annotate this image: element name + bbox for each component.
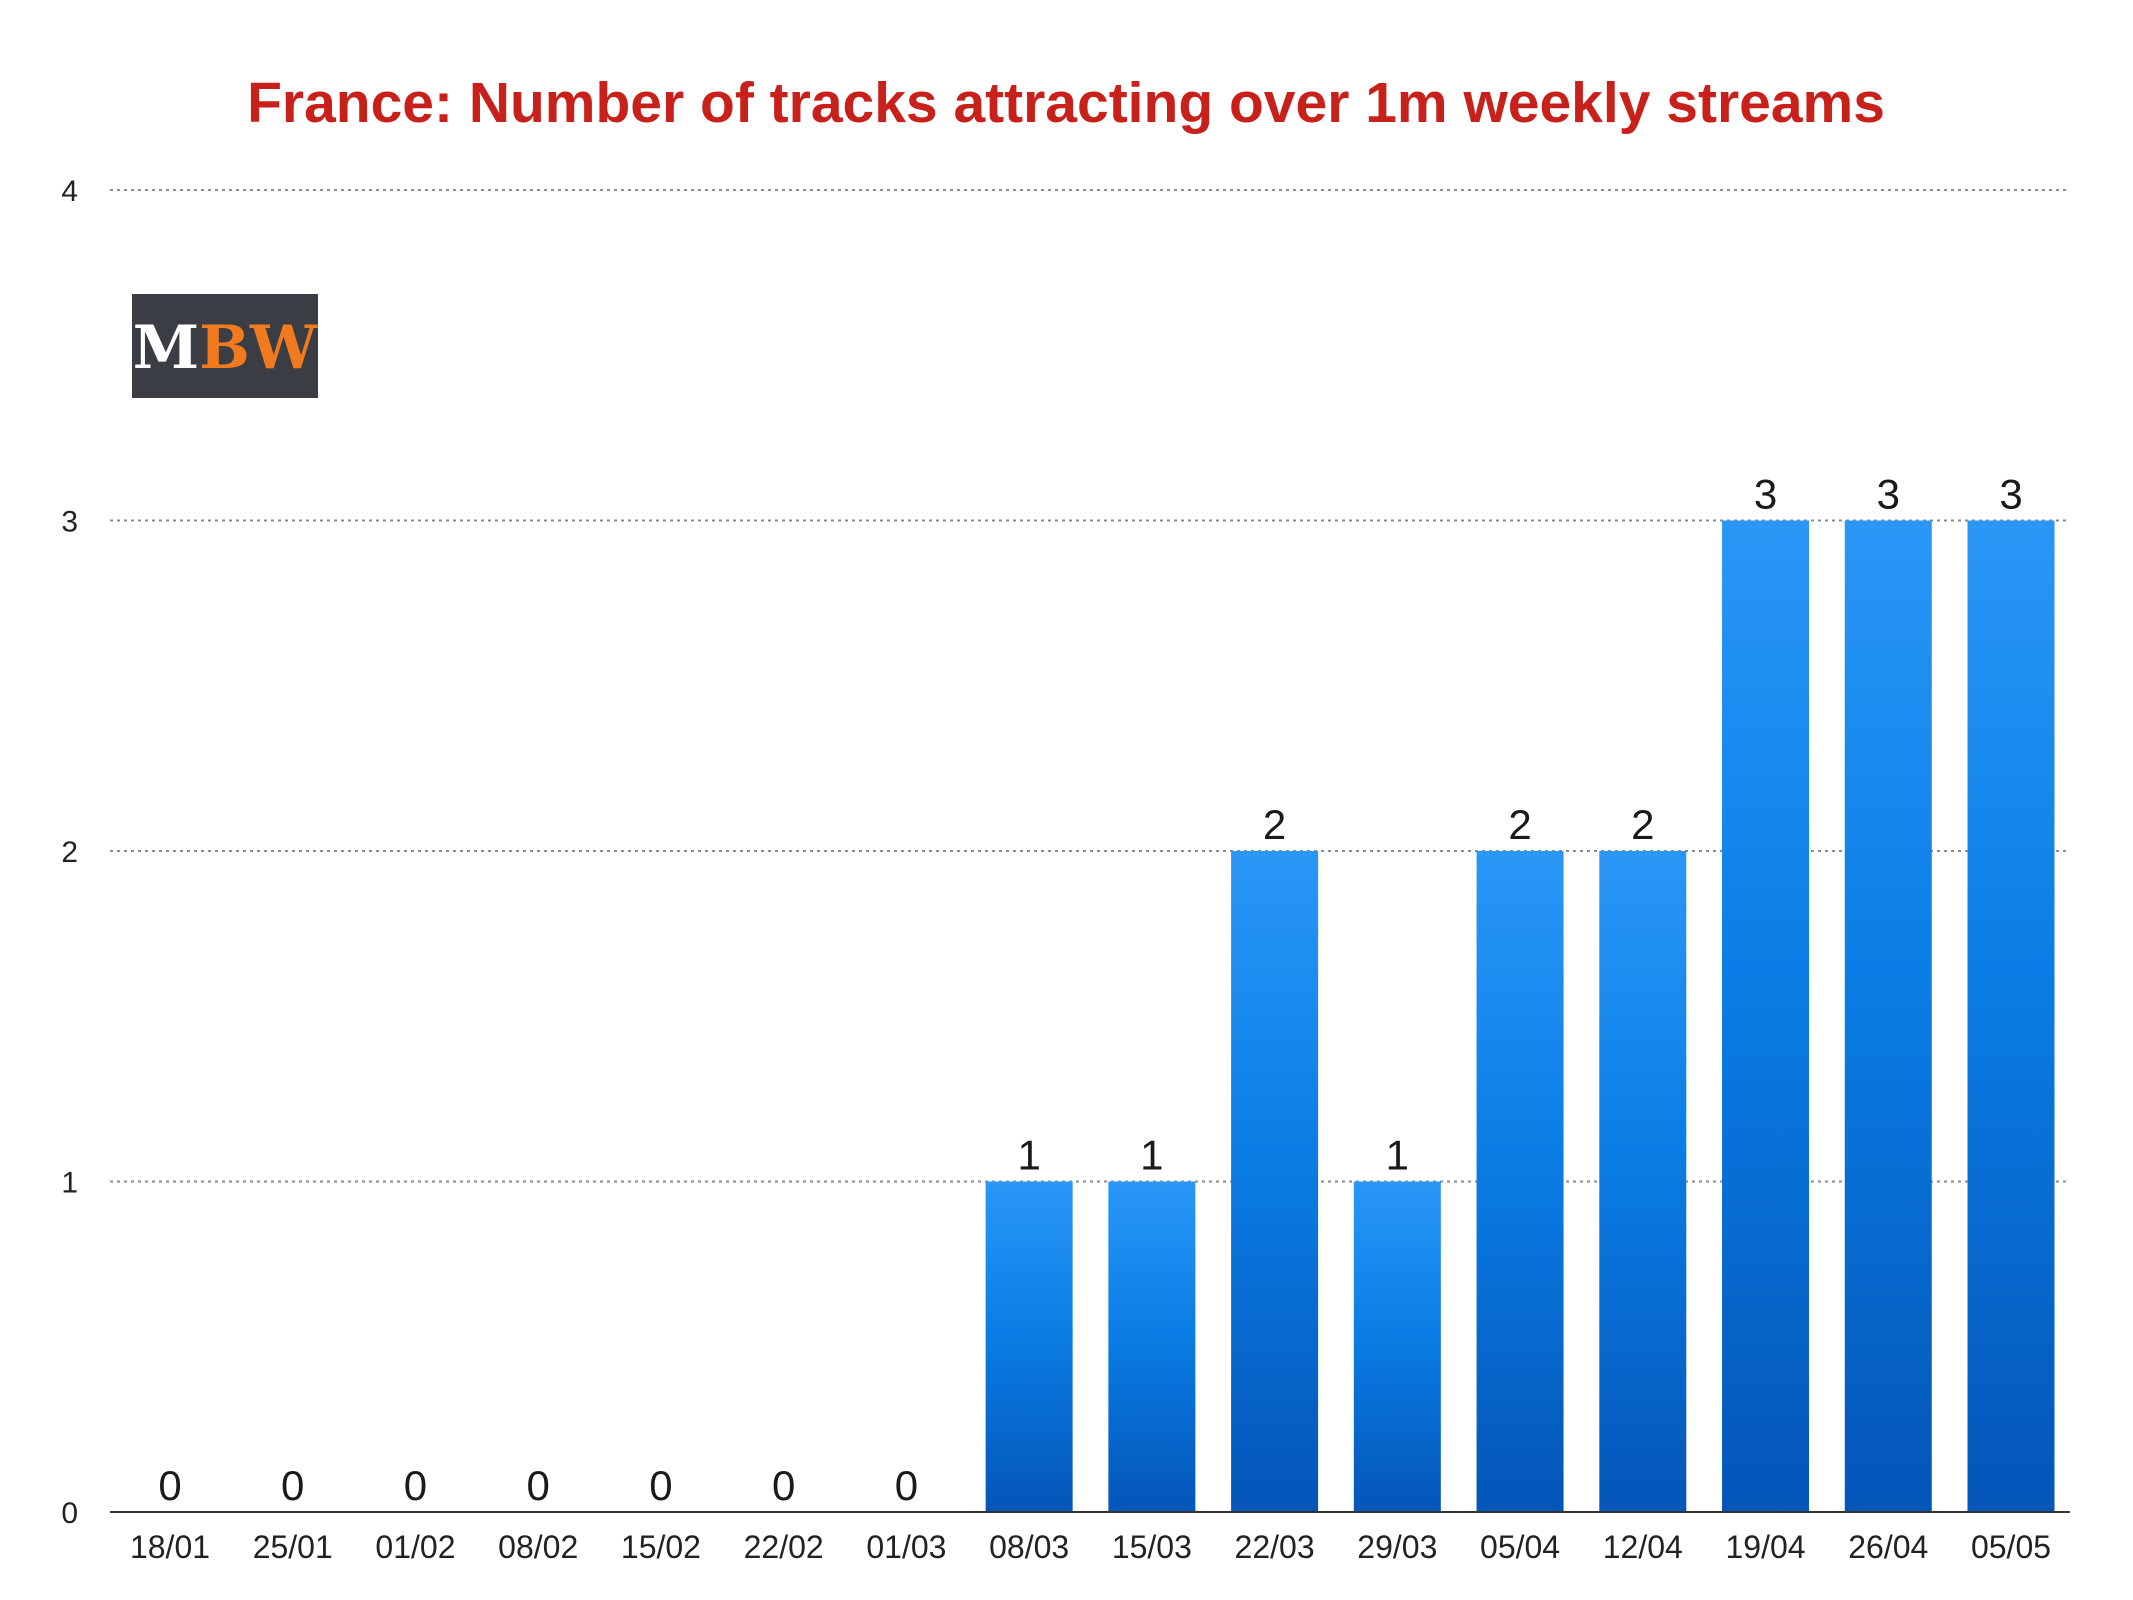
data-label: 3 (1754, 471, 1777, 518)
x-tick-label: 29/03 (1357, 1529, 1437, 1565)
y-tick-label: 0 (61, 1497, 78, 1530)
data-label: 1 (1386, 1132, 1409, 1179)
x-axis-tick-labels: 18/01 25/01 01/02 08/02 15/02 22/02 01/03 08/03… (130, 1529, 2051, 1565)
x-tick-label: 25/01 (253, 1529, 333, 1565)
x-tick-label: 18/01 (130, 1529, 210, 1565)
data-label: 0 (527, 1462, 550, 1509)
data-label: 0 (895, 1462, 918, 1509)
data-label: 0 (281, 1462, 304, 1509)
logo-text: MBW (133, 313, 319, 383)
bar (1353, 1181, 1441, 1512)
chart-title: France: Number of tracks attracting over… (247, 71, 1885, 135)
y-tick-label: 4 (61, 175, 78, 208)
logo-background (132, 294, 318, 398)
data-label: 2 (1631, 801, 1654, 848)
mbw-logo: MBW (132, 294, 319, 398)
bar (985, 1181, 1073, 1512)
x-tick-label: 05/04 (1480, 1529, 1560, 1565)
bar (1722, 520, 1810, 1512)
data-label: 0 (649, 1462, 672, 1509)
data-label: 1 (1140, 1132, 1163, 1179)
x-tick-label: 15/02 (621, 1529, 701, 1565)
logo-letters-bw: BW (199, 313, 319, 383)
x-tick-label: 08/02 (498, 1529, 578, 1565)
bar (1108, 1181, 1196, 1512)
data-labels: 0 0 0 0 0 0 0 1 1 2 1 2 2 3 3 3 (158, 471, 2022, 1510)
data-label: 0 (772, 1462, 795, 1509)
bar (1599, 851, 1687, 1512)
x-tick-label: 15/03 (1112, 1529, 1192, 1565)
y-tick-label: 3 (61, 506, 78, 539)
data-label: 0 (158, 1462, 181, 1509)
x-tick-label: 01/02 (375, 1529, 455, 1565)
data-label: 3 (1999, 471, 2022, 518)
x-tick-label: 12/04 (1603, 1529, 1683, 1565)
data-label: 3 (1877, 471, 1900, 518)
logo-letter-m: M (133, 313, 199, 383)
bars (985, 520, 2055, 1512)
data-label: 2 (1263, 801, 1286, 848)
y-tick-label: 1 (61, 1167, 78, 1200)
data-label: 2 (1508, 801, 1531, 848)
x-tick-label: 01/03 (866, 1529, 946, 1565)
x-tick-label: 19/04 (1725, 1529, 1805, 1565)
x-tick-label: 22/03 (1235, 1529, 1315, 1565)
x-tick-label: 05/05 (1971, 1529, 2051, 1565)
y-tick-label: 2 (61, 836, 78, 869)
data-label: 0 (404, 1462, 427, 1509)
x-tick-label: 26/04 (1848, 1529, 1928, 1565)
x-tick-label: 08/03 (989, 1529, 1069, 1565)
x-tick-label: 22/02 (744, 1529, 824, 1565)
bar (1844, 520, 1932, 1512)
bar (1967, 520, 2055, 1512)
bar (1231, 851, 1319, 1512)
bar (1476, 851, 1564, 1512)
data-label: 1 (1017, 1132, 1040, 1179)
y-axis-tick-labels: 0 1 2 3 4 (61, 175, 78, 1530)
